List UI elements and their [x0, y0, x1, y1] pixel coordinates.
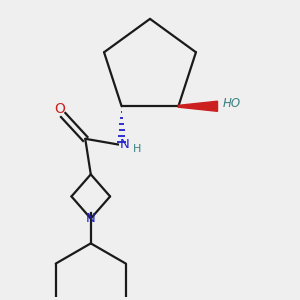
Text: O: O — [55, 103, 65, 116]
Polygon shape — [178, 101, 218, 111]
Text: HO: HO — [223, 98, 241, 110]
Text: H: H — [133, 144, 141, 154]
Text: N: N — [86, 212, 96, 225]
Text: N: N — [119, 138, 129, 151]
